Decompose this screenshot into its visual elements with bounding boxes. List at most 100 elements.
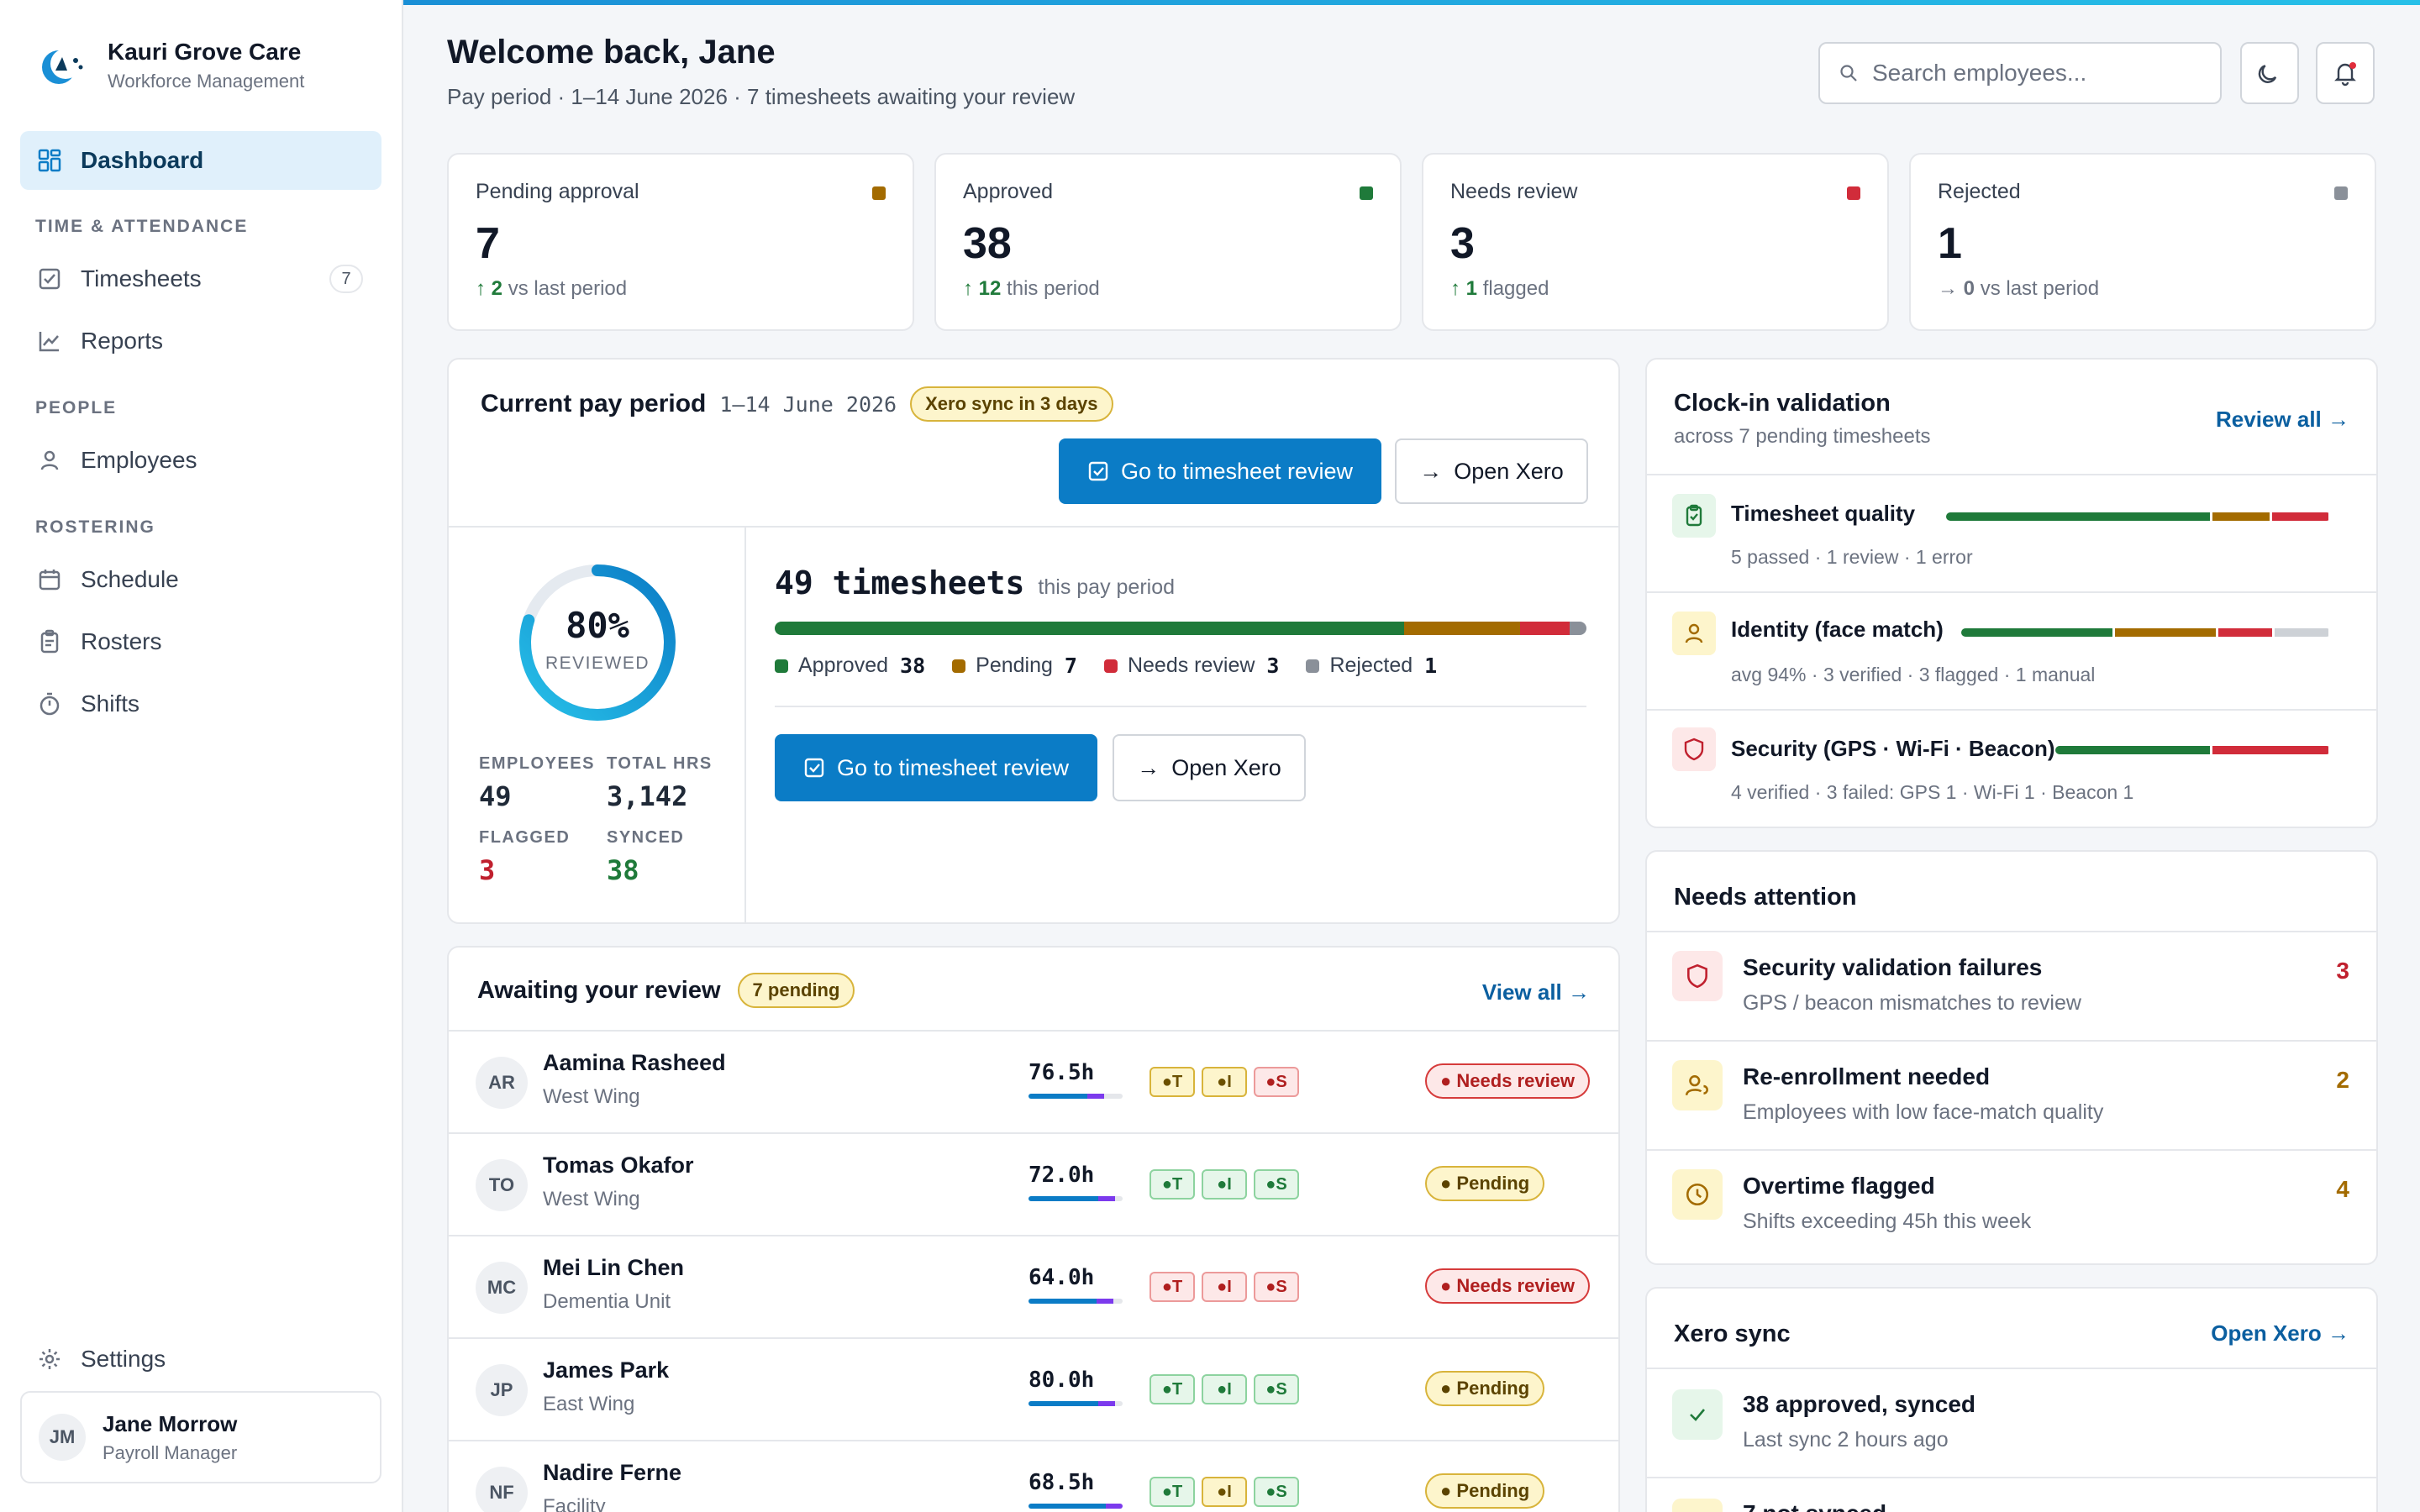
validation-segment — [2217, 628, 2272, 637]
status-dot — [872, 186, 886, 200]
sidebar-item-shifts[interactable]: Shifts — [20, 679, 381, 729]
xero-synced-item: 38 approved, synced Last sync 2 hours ag… — [1647, 1368, 2376, 1477]
hours-bar — [1028, 1094, 1123, 1099]
donut-progress-arc — [519, 564, 676, 721]
button-label: Open Xero — [1454, 458, 1564, 484]
validation-chip: ● I — [1202, 1477, 1247, 1507]
validation-segment — [1961, 628, 2112, 637]
reviewed-label: REVIEWED — [544, 654, 650, 673]
timesheets-suffix: this pay period — [1038, 575, 1176, 599]
button-label: Go to timesheet review — [1120, 458, 1354, 484]
stat-card-pending[interactable]: Pending approval 7 ↑ 2 vs last period — [447, 153, 914, 331]
validation-name: Timesheet quality — [1731, 501, 1916, 526]
sidebar-item-schedule[interactable]: Schedule — [20, 554, 381, 605]
status-badge: ● Pending — [1425, 1371, 1545, 1406]
validation-chips: ● T ● I ● S — [1150, 1272, 1306, 1302]
table-row[interactable]: MC Mei Lin Chen Dementia Unit 64.0h ● T ● I… — [449, 1235, 1618, 1337]
validation-segment — [2212, 512, 2270, 521]
employee-unit: East Wing — [543, 1393, 635, 1415]
nav-section-rostering: ROSTERING — [35, 517, 155, 537]
table-row[interactable]: JP James Park East Wing 80.0h ● T ● I ● S ● P… — [449, 1337, 1618, 1440]
stat-card-approved[interactable]: Approved 38 ↑ 12 this period — [934, 153, 1402, 331]
total-hours-metric: TOTAL HRS 3,142 — [607, 754, 713, 812]
status-dot — [1847, 186, 1860, 200]
xero-not-synced-item: 7 not synced — [1647, 1477, 2376, 1512]
validation-item-identity[interactable]: Identity (face match) avg 94% · 3 verifi… — [1647, 591, 2376, 709]
stat-card-rejected[interactable]: Rejected 1 → 0 vs last period — [1909, 153, 2376, 331]
metric-label: TOTAL HRS — [607, 754, 713, 773]
xero-last-sync: Last sync 2 hours ago — [1743, 1428, 1949, 1452]
shield-icon — [1672, 727, 1716, 771]
sidebar-item-settings[interactable]: Settings — [20, 1334, 381, 1384]
nav-section-time: TIME & ATTENDANCE — [35, 217, 249, 236]
user-icon — [40, 450, 59, 470]
validation-chip: ● T — [1150, 1477, 1195, 1507]
validation-item-timesheet-quality[interactable]: Timesheet quality 5 passed · 1 review · … — [1647, 474, 2376, 591]
validation-title: Clock-in validation — [1674, 390, 1891, 417]
theme-toggle-button[interactable] — [2240, 42, 2299, 104]
validation-chip: ● I — [1202, 1272, 1247, 1302]
view-all-link[interactable]: View all → — [1481, 979, 1590, 1005]
validation-detail: 5 passed · 1 review · 1 error — [1731, 546, 1973, 568]
sidebar-item-dashboard[interactable]: Dashboard — [20, 131, 381, 190]
bell-icon — [2334, 62, 2356, 87]
metric-value: 3,142 — [607, 780, 688, 812]
notifications-button[interactable] — [2316, 42, 2375, 104]
legend-item: Needs review 3 — [1103, 654, 1279, 678]
go-to-timesheet-review-button[interactable]: Go to timesheet review — [1059, 438, 1381, 504]
arrow-right-icon: → — [1137, 754, 1160, 780]
divider — [775, 706, 1586, 707]
attention-item-overtime[interactable]: Overtime flagged Shifts exceeding 45h th… — [1647, 1149, 2376, 1263]
validation-item-security[interactable]: Security (GPS · Wi-Fi · Beacon) 4 verifi… — [1647, 709, 2376, 827]
sidebar-item-timesheets[interactable]: Timesheets 7 — [20, 254, 381, 304]
stat-value: 38 — [963, 219, 1012, 268]
open-xero-button[interactable]: → Open Xero — [1395, 438, 1588, 504]
attention-name: Security validation failures — [1743, 954, 2043, 980]
sidebar-item-label: Schedule — [81, 566, 179, 592]
nav-section-people: PEOPLE — [35, 398, 118, 417]
stat-card-needs-review[interactable]: Needs review 3 ↑ 1 flagged — [1422, 153, 1889, 331]
moon-icon — [2258, 65, 2277, 83]
employee-unit: Facility — [543, 1495, 606, 1512]
pay-period-card: Current pay period 1–14 June 2026 Xero s… — [447, 358, 1620, 924]
hours-bar — [1028, 1401, 1123, 1406]
button-label: Go to timesheet review — [836, 754, 1070, 780]
clock-in-validation-card: Clock-in validation across 7 pending tim… — [1645, 358, 2378, 828]
sidebar-item-reports[interactable]: Reports — [20, 316, 381, 366]
validation-segment — [2274, 628, 2328, 637]
brand-subtitle: Workforce Management — [108, 71, 305, 92]
metric-label: FLAGGED — [479, 828, 571, 847]
attention-item-reenrollment[interactable]: Re-enrollment needed Employees with low … — [1647, 1040, 2376, 1149]
pay-period-dates: 1–14 June 2026 — [719, 391, 897, 417]
table-row[interactable]: TO Tomas Okafor West Wing 72.0h ● T ● I ● S ●… — [449, 1132, 1618, 1235]
search-box[interactable] — [1818, 42, 2222, 104]
user-card[interactable]: JM Jane Morrow Payroll Manager — [20, 1391, 381, 1483]
validation-segment — [2055, 746, 2210, 754]
open-xero-button-secondary[interactable]: → Open Xero — [1113, 734, 1306, 801]
attention-item-security[interactable]: Security validation failures GPS / beaco… — [1647, 931, 2376, 1040]
go-to-timesheet-review-button-secondary[interactable]: Go to timesheet review — [775, 734, 1097, 801]
calendar-icon — [39, 570, 60, 591]
metric-value: 3 — [479, 854, 496, 886]
hours-value: 68.5h — [1028, 1470, 1095, 1495]
employee-unit: West Wing — [543, 1188, 640, 1210]
validation-segment — [2114, 628, 2216, 637]
page-subtitle: Pay period · 1–14 June 2026 · 7 timeshee… — [447, 84, 1076, 109]
sidebar-item-label: Employees — [81, 447, 197, 473]
checkbox-icon — [39, 268, 60, 290]
review-all-link[interactable]: Review all → — [2216, 407, 2349, 432]
sidebar-item-rosters[interactable]: Rosters — [20, 617, 381, 667]
table-row[interactable]: AR Aamina Rasheed West Wing 76.5h ● T ● I ● S… — [449, 1030, 1618, 1132]
breakdown-segment — [1404, 622, 1521, 635]
warning-icon — [1672, 1499, 1723, 1512]
legend-item: Pending 7 — [952, 654, 1077, 678]
check-icon — [1672, 1389, 1723, 1440]
table-row[interactable]: NF Nadire Ferne Facility 68.5h ● T ● I ● S ● … — [449, 1440, 1618, 1512]
sidebar-item-employees[interactable]: Employees — [20, 435, 381, 486]
open-xero-link[interactable]: Open Xero → — [2211, 1320, 2349, 1346]
timesheets-total: 49 timesheets — [775, 564, 1025, 601]
attention-count: 2 — [2336, 1067, 2349, 1093]
hours-bar — [1028, 1504, 1123, 1509]
search-input[interactable] — [1872, 60, 2191, 87]
stopwatch-icon — [39, 692, 60, 716]
